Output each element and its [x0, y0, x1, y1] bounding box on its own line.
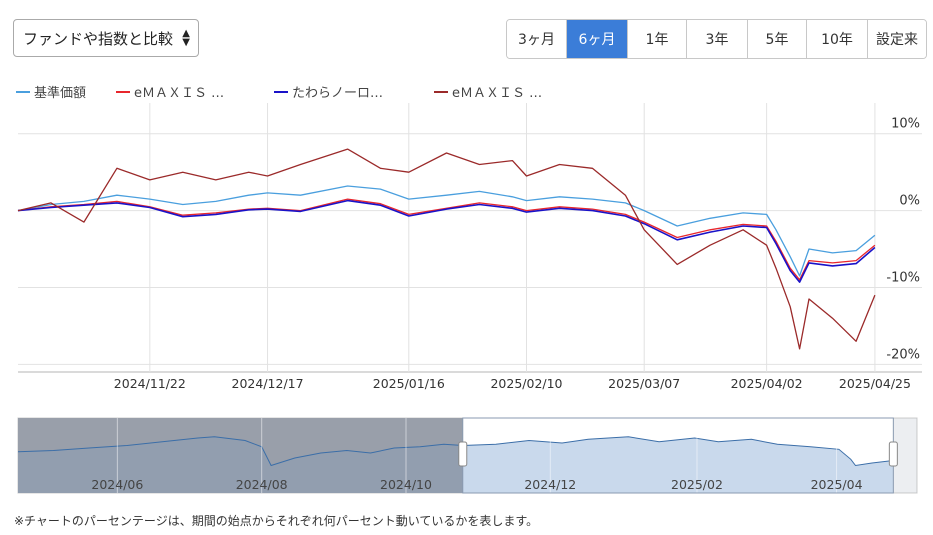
navigator-handle-right[interactable] — [888, 441, 898, 467]
legend-label: eＭＡＸＩＳ … — [134, 86, 225, 101]
legend-item-nav[interactable]: 基準価額 — [16, 82, 86, 101]
period-button-3m[interactable]: 3ヶ月 — [507, 20, 566, 58]
y-tick-label: -10% — [886, 270, 920, 285]
navigator-tick-label: 2024/08 — [236, 477, 288, 492]
period-button-5y[interactable]: 5年 — [747, 20, 806, 58]
period-button-group: 3ヶ月 6ヶ月 1年 3年 5年 10年 設定来 — [506, 19, 927, 59]
period-button-6m[interactable]: 6ヶ月 — [566, 20, 627, 58]
series-line-3 — [17, 148, 876, 350]
y-tick-label: 10% — [891, 117, 920, 132]
navigator-mask-right — [893, 418, 917, 493]
legend-label: eＭＡＸＩＳ … — [452, 86, 543, 101]
legend-label: たわらノーロ… — [292, 86, 384, 101]
navigator-tick-label: 2025/04 — [811, 477, 863, 492]
period-button-since-inception[interactable]: 設定来 — [867, 20, 926, 58]
legend-item-tawara[interactable]: たわらノーロ… — [274, 82, 383, 101]
x-tick-label: 2025/01/16 — [373, 376, 445, 391]
navigator-tick-label: 2024/12 — [524, 477, 576, 492]
period-button-1y[interactable]: 1年 — [627, 20, 686, 58]
sort-arrows-icon: ▲ ▼ — [182, 28, 190, 48]
navigator-line — [17, 436, 894, 467]
legend-swatch — [274, 90, 288, 93]
x-tick-label: 2025/04/25 — [839, 376, 911, 391]
x-tick-label: 2025/02/10 — [490, 376, 562, 391]
chart-footnote: ※チャートのパーセンテージは、期間の始点からそれぞれ何パーセント動いているかを表… — [14, 514, 539, 528]
legend-item-emaxis-1[interactable]: eＭＡＸＩＳ … — [116, 82, 224, 101]
legend-swatch — [434, 90, 448, 93]
series-line-2 — [17, 199, 876, 283]
period-button-3y[interactable]: 3年 — [686, 20, 747, 58]
navigator-tick-label: 2025/02 — [671, 477, 723, 492]
compare-select-label: ファンドや指数と比較 — [23, 29, 174, 48]
y-tick-label: 0% — [899, 194, 920, 209]
navigator-mask-left — [18, 418, 463, 493]
x-tick-label: 2025/04/02 — [731, 376, 803, 391]
legend-swatch — [16, 90, 30, 93]
compare-select[interactable]: ファンドや指数と比較 ▲ ▼ — [13, 19, 199, 57]
period-button-10y[interactable]: 10年 — [806, 20, 867, 58]
legend-label: 基準価額 — [34, 86, 87, 101]
series-line-1 — [17, 198, 876, 281]
x-tick-label: 2024/12/17 — [232, 376, 304, 391]
navigator-handle-left[interactable] — [458, 441, 468, 467]
navigator-tick-label: 2024/10 — [380, 477, 432, 492]
legend-item-emaxis-2[interactable]: eＭＡＸＩＳ … — [434, 82, 542, 101]
x-tick-label: 2025/03/07 — [608, 376, 680, 391]
legend-swatch — [116, 90, 130, 93]
navigator-tick-label: 2024/06 — [91, 477, 143, 492]
series-line-0 — [17, 185, 876, 277]
y-tick-label: -20% — [886, 347, 920, 362]
x-tick-label: 2024/11/22 — [114, 376, 186, 391]
